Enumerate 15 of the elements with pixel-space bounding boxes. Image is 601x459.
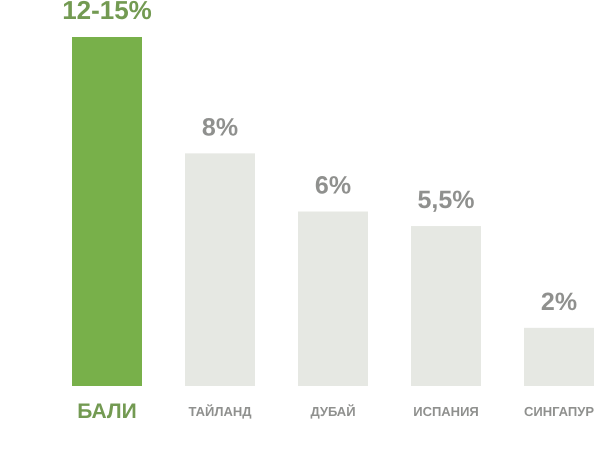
bar bbox=[524, 328, 594, 386]
x-tick-label: ТАЙЛАНД bbox=[188, 404, 252, 419]
data-label: 12-15% bbox=[62, 0, 152, 25]
data-label: 8% bbox=[202, 113, 238, 142]
x-tick-label: ДУБАЙ bbox=[310, 404, 356, 419]
bar bbox=[411, 226, 481, 386]
bar bbox=[185, 153, 255, 386]
x-tick-label: БАЛИ bbox=[77, 400, 137, 423]
data-label: 6% bbox=[314, 172, 352, 200]
data-label: 2% bbox=[540, 288, 578, 316]
data-label: 5,5% bbox=[418, 186, 474, 214]
x-tick-label: ИСПАНИЯ bbox=[413, 404, 479, 419]
x-tick-label: СИНГАПУР bbox=[524, 404, 594, 419]
bar bbox=[298, 212, 368, 386]
bar bbox=[72, 37, 142, 386]
